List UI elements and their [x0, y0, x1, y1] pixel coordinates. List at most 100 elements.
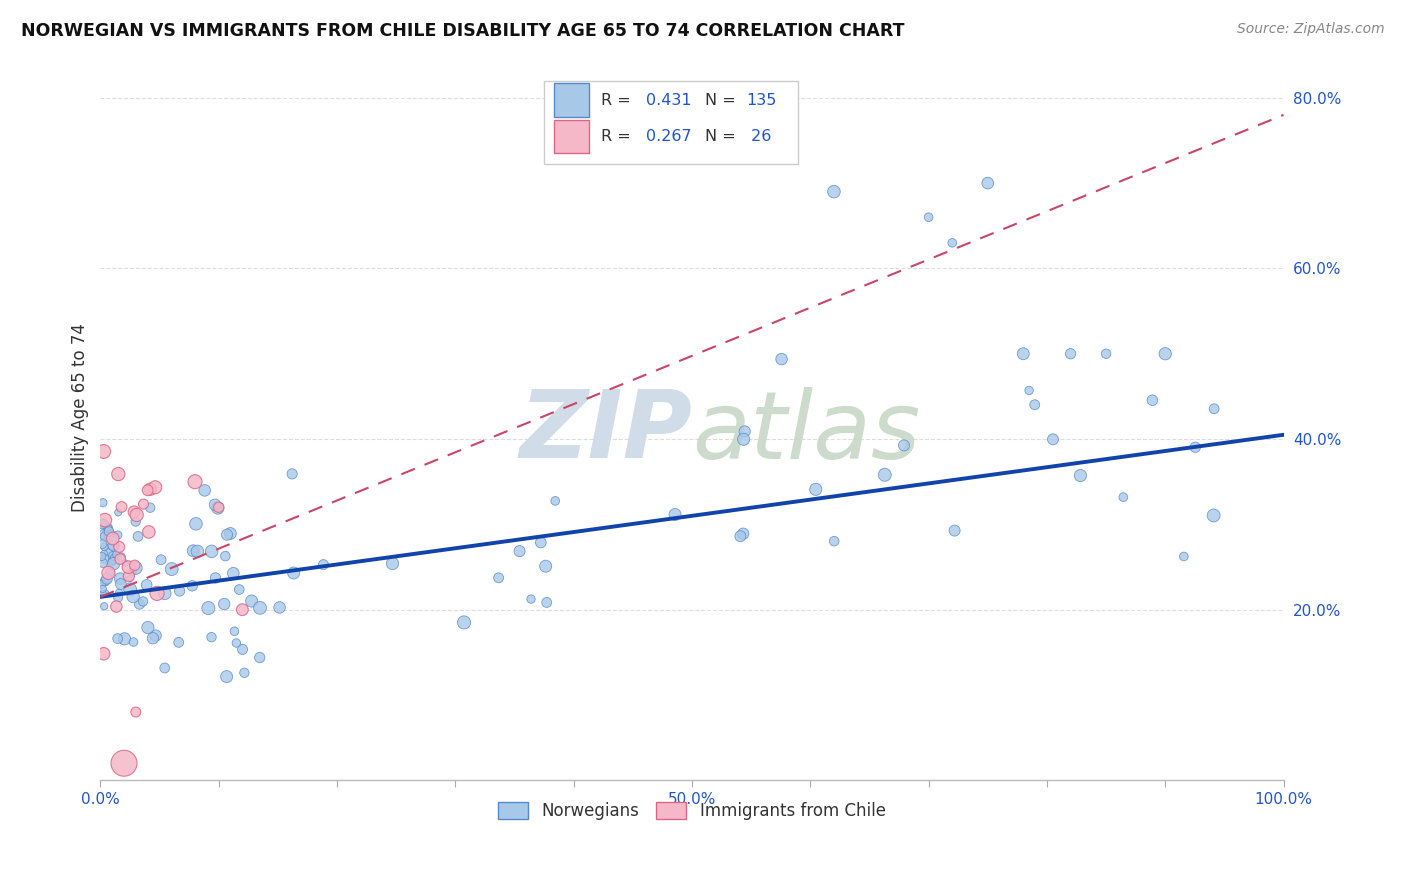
Point: [664, 508, 686, 522]
Bar: [554, 120, 589, 153]
Point: [93, 527, 115, 541]
Point: [97, 524, 120, 539]
Point: [91, 517, 114, 532]
Point: [215, 527, 238, 541]
Point: [181, 543, 204, 558]
Point: [530, 535, 553, 549]
Point: [804, 483, 827, 497]
Point: [125, 508, 148, 522]
Point: [94, 513, 117, 527]
Point: [103, 550, 125, 565]
Point: [207, 501, 229, 516]
Legend: Norwegians, Immigrants from Chile: Norwegians, Immigrants from Chile: [492, 795, 893, 826]
Point: [1042, 433, 1064, 447]
Point: [94, 574, 117, 588]
Point: [1173, 549, 1195, 564]
Point: [215, 670, 238, 684]
Text: R =: R =: [600, 128, 636, 144]
Point: [108, 572, 131, 586]
Point: [112, 756, 135, 771]
Point: [97, 545, 120, 559]
Point: [90, 549, 112, 564]
Point: [103, 552, 125, 566]
Point: [536, 595, 558, 609]
Point: [105, 548, 128, 562]
Point: [101, 549, 124, 563]
Point: [142, 632, 165, 646]
Point: [534, 559, 557, 574]
Point: [184, 475, 207, 489]
Point: [120, 571, 142, 585]
Point: [97, 522, 120, 536]
Point: [194, 483, 217, 498]
Point: [91, 537, 114, 551]
Text: 26: 26: [747, 128, 772, 144]
Point: [110, 500, 132, 514]
Point: [107, 467, 129, 481]
Point: [212, 597, 235, 611]
Point: [125, 705, 148, 719]
Point: [1069, 468, 1091, 483]
Point: [1012, 347, 1035, 361]
Point: [110, 549, 132, 564]
FancyBboxPatch shape: [544, 80, 799, 164]
Point: [169, 584, 191, 599]
Point: [224, 624, 246, 639]
Point: [107, 505, 129, 519]
Point: [138, 524, 160, 539]
Point: [107, 528, 129, 542]
Point: [917, 211, 939, 225]
Point: [281, 467, 304, 481]
Point: [93, 599, 115, 614]
Text: N =: N =: [704, 128, 741, 144]
Point: [105, 599, 128, 614]
Point: [153, 661, 176, 675]
Point: [125, 561, 148, 575]
Point: [733, 526, 755, 541]
Point: [121, 564, 143, 578]
Point: [114, 632, 136, 646]
Point: [222, 566, 245, 581]
Point: [136, 483, 159, 498]
Point: [110, 552, 132, 566]
Text: R =: R =: [600, 93, 636, 108]
Point: [114, 556, 136, 570]
Point: [91, 556, 114, 570]
Point: [94, 530, 117, 544]
Point: [208, 500, 231, 515]
Text: 0.267: 0.267: [645, 128, 692, 144]
Point: [167, 635, 190, 649]
Point: [90, 577, 112, 591]
Point: [214, 549, 236, 563]
Point: [94, 575, 117, 590]
Point: [132, 497, 155, 511]
Point: [103, 538, 125, 552]
Point: [100, 526, 122, 541]
Point: [120, 582, 142, 597]
Point: [135, 578, 157, 592]
Point: [893, 438, 915, 452]
Point: [108, 540, 131, 554]
Y-axis label: Disability Age 65 to 74: Disability Age 65 to 74: [72, 323, 89, 512]
Point: [94, 586, 117, 600]
Point: [231, 602, 253, 616]
Point: [1202, 508, 1225, 523]
Point: [1204, 401, 1226, 416]
Point: [240, 594, 263, 608]
Point: [488, 571, 510, 585]
Point: [94, 552, 117, 566]
Point: [233, 665, 256, 680]
Point: [150, 553, 173, 567]
Point: [100, 540, 122, 554]
Point: [1024, 398, 1046, 412]
Point: [97, 528, 120, 542]
Point: [200, 630, 222, 644]
Point: [453, 615, 475, 630]
Text: NORWEGIAN VS IMMIGRANTS FROM CHILE DISABILITY AGE 65 TO 74 CORRELATION CHART: NORWEGIAN VS IMMIGRANTS FROM CHILE DISAB…: [21, 22, 904, 40]
Point: [122, 635, 145, 649]
Point: [91, 586, 114, 600]
Point: [108, 585, 131, 599]
Point: [93, 647, 115, 661]
Point: [181, 579, 204, 593]
Point: [1142, 393, 1164, 408]
